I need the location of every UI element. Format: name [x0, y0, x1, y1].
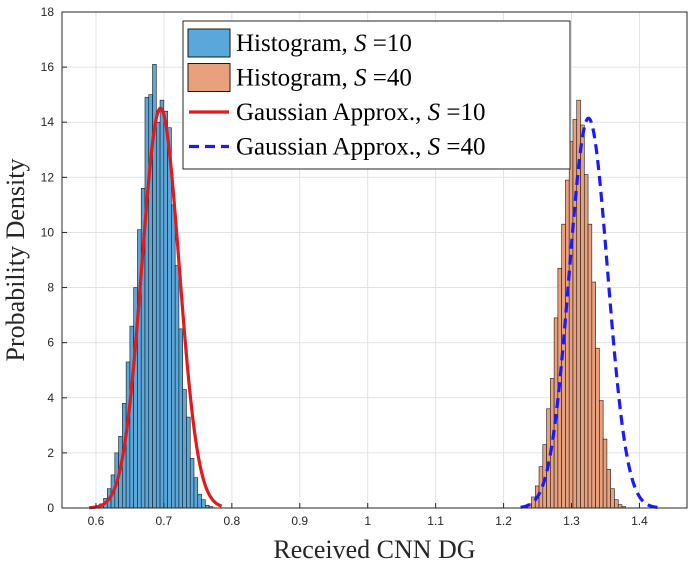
histogram-bar-1 — [186, 416, 191, 509]
histogram-bar-2 — [602, 438, 608, 509]
histogram-bar-2 — [610, 488, 615, 509]
histogram-bar-2 — [565, 179, 570, 509]
y-tick-label: 2 — [47, 446, 54, 460]
y-tick-label: 8 — [47, 281, 54, 295]
histogram-bar-2 — [542, 444, 547, 509]
histogram-bar-1 — [201, 499, 206, 509]
histogram-bar-1 — [197, 493, 202, 509]
histogram-bar-2 — [587, 223, 593, 509]
histogram-bar-1 — [178, 328, 183, 509]
y-tick-label: 10 — [41, 225, 55, 239]
histogram-bar-1 — [144, 97, 150, 509]
gaussian-curve-1 — [88, 106, 223, 510]
y-axis-label: Probability Density — [1, 159, 30, 362]
legend-label: Gaussian Approx., S =40 — [236, 134, 486, 161]
x-tick-label: 1 — [364, 514, 371, 528]
histogram-bar-2 — [553, 317, 559, 509]
histogram-bar-1 — [155, 121, 161, 509]
histogram-bar-2 — [595, 347, 600, 509]
histogram-bar-2 — [599, 400, 604, 509]
y-tick-label: 0 — [47, 501, 54, 515]
y-tick-label: 18 — [41, 5, 55, 19]
legend-label: Gaussian Approx., S =10 — [236, 99, 486, 126]
gaussian-curves — [88, 106, 661, 510]
histogram-bar-2 — [591, 281, 596, 509]
y-tick-label: 12 — [41, 170, 55, 184]
histogram-bar-1 — [167, 127, 172, 509]
histogram-bar-2 — [606, 469, 611, 509]
x-tick-label: 1.1 — [427, 514, 444, 528]
legend-swatch — [187, 28, 231, 58]
x-tick-label: 1.2 — [495, 514, 512, 528]
histogram-bar-2 — [550, 378, 555, 509]
histogram-bar-1 — [159, 99, 165, 509]
histogram-bar-1 — [174, 265, 180, 509]
histogram-bar-1 — [182, 389, 187, 509]
x-tick-label: 0.9 — [291, 514, 308, 528]
histogram-bar-1 — [163, 110, 168, 509]
histogram-bar-2 — [546, 408, 551, 509]
x-tick-label: 0.7 — [156, 514, 173, 528]
x-axis-label: Received CNN DG — [273, 535, 475, 564]
x-tick-label: 0.8 — [223, 514, 240, 528]
y-tick-label: 6 — [47, 336, 54, 350]
histogram-bar-2 — [568, 141, 574, 509]
histogram-bar-2 — [538, 466, 544, 509]
legend-swatch — [187, 63, 231, 92]
legend: Histogram, S =10 Histogram, S =40 Gaussian… — [182, 20, 571, 170]
histogram-bar-1 — [189, 458, 195, 509]
histogram-bar-2 — [614, 499, 619, 509]
histogram-bar-2 — [580, 124, 585, 509]
y-tick-label: 4 — [47, 391, 54, 405]
x-tick-label: 1.3 — [563, 514, 580, 528]
y-tick-label: 16 — [41, 60, 55, 74]
histogram-bar-1 — [171, 204, 176, 509]
gaussian-curve-2 — [520, 116, 661, 510]
plot-frame — [61, 11, 688, 509]
histogram-bar-1 — [129, 325, 134, 509]
y-tick-label: 14 — [41, 115, 55, 129]
x-tick-label: 1.4 — [631, 514, 648, 528]
x-tick-label: 0.6 — [88, 514, 105, 528]
histogram-bar-2 — [561, 223, 566, 509]
histogram-bar-2 — [583, 174, 589, 509]
axis-ticks: 0.6 0.7 0.8 0.9 1 1.1 1.2 1.3 1.4 0 2 4 6 8 10 12 14 16 18 — [41, 5, 648, 528]
legend-box — [182, 20, 571, 170]
histogram-bar-1 — [193, 477, 199, 509]
legend-label: Histogram, S =10 — [236, 30, 412, 57]
legend-label: Histogram, S =40 — [236, 65, 412, 92]
